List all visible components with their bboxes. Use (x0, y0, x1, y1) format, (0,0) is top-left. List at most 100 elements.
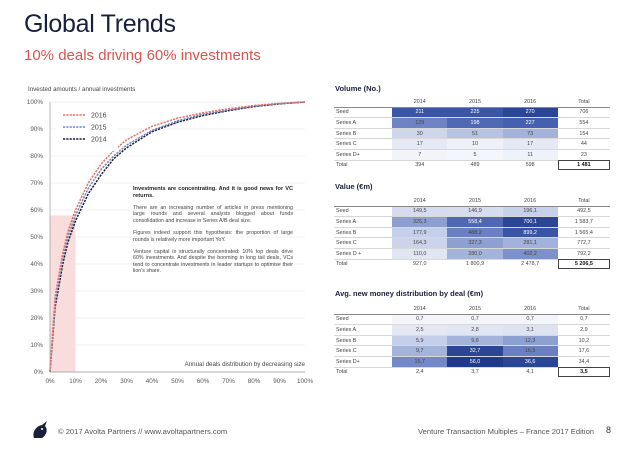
volume-table-title: Volume (No.) (335, 84, 381, 93)
heat-cell: 5 (447, 149, 503, 161)
x-tick-label: 100% (297, 378, 314, 385)
heat-cell: 227 (502, 117, 558, 129)
x-tick-label: 80% (248, 378, 261, 385)
annotation-paragraph-3: Venture capital is structurally concentr… (133, 248, 293, 275)
table-row: Series B 5,9 9,6 12,3 10,2 (334, 335, 610, 347)
row-label: Series B (334, 128, 393, 140)
table-row: Series B 30 51 73 154 (334, 128, 610, 140)
row-total-cell: 23 (557, 149, 610, 161)
y-tick-label: 30% (30, 288, 43, 295)
column-header (334, 196, 393, 207)
heat-cell: 164,3 (392, 237, 448, 249)
heat-cell: 488,2 (447, 227, 503, 239)
total-cell: 489 (447, 159, 503, 171)
x-axis-label: Annual deals distribution by decreasing … (185, 361, 306, 368)
avg-table: 2014 2015 2016 Total Seed 0,7 0,7 0,7 0,7 Series … (334, 304, 610, 378)
heat-cell: 15,7 (392, 356, 448, 368)
page-number: 8 (606, 425, 612, 435)
table-row: Seed 211 225 270 706 (334, 107, 610, 119)
table-row: Series A 325,3 558,4 700,1 1 583,7 (334, 216, 610, 228)
annotation-paragraph-1: There are an increasing number of articl… (133, 204, 293, 224)
heat-cell: 36,6 (502, 356, 558, 368)
series-line-2016 (49, 101, 306, 373)
heat-cell: 10 (447, 138, 503, 150)
row-label: Series D + (334, 248, 393, 260)
heat-cell: 280,0 (447, 248, 503, 260)
heat-cell: 146,9 (447, 206, 503, 218)
total-cell: 394 (392, 159, 448, 171)
column-header: 2014 (392, 196, 448, 207)
concentration-chart: Invested amounts / annual investments 0% 1… (27, 86, 314, 385)
total-label: Total (334, 159, 393, 171)
table-row: Series A 129 198 227 554 (334, 117, 610, 129)
heat-cell: 0,7 (392, 314, 448, 326)
row-total-cell: 2,9 (557, 324, 610, 336)
heat-cell: 2,8 (447, 324, 503, 336)
row-total-cell: 17,6 (557, 345, 610, 357)
legend-label-2014: 2014 (91, 136, 107, 143)
total-cell: 4,1 (502, 366, 558, 378)
row-label: Series A (334, 216, 393, 228)
heat-cell: 899,2 (502, 227, 558, 239)
legend-label-2015: 2015 (91, 124, 107, 131)
y-tick-label: 100% (27, 99, 44, 106)
heat-cell: 129 (392, 117, 448, 129)
heat-cell: 17 (392, 138, 448, 150)
heat-cell: 12,3 (502, 335, 558, 347)
table-row: Series C 9,7 32,7 16,5 17,6 (334, 345, 610, 357)
avg-table-title: Avg. new money distribution by deal (€m) (335, 289, 484, 298)
table-total-row: Total 2,4 3,7 4,1 3,5 (334, 366, 610, 378)
row-total-cell: 154 (557, 128, 610, 140)
row-total-cell: 792,2 (557, 248, 610, 260)
heat-cell: 9,7 (392, 345, 448, 357)
x-tick-label: 0% (45, 378, 55, 385)
heat-cell: 16,5 (502, 345, 558, 357)
heat-cell: 32,7 (447, 345, 503, 357)
column-header: Total (557, 196, 610, 207)
heat-cell: 327,3 (447, 237, 503, 249)
page-title: Global Trends (24, 10, 176, 38)
y-tick-label: 50% (30, 234, 43, 241)
legend-background (56, 107, 118, 151)
grand-total-cell: 3,5 (557, 366, 610, 378)
row-total-cell: 1 565,4 (557, 227, 610, 239)
table-row: Series D+ 15,7 56,0 36,6 34,4 (334, 356, 610, 368)
table-row: Series C 17 10 17 44 (334, 138, 610, 150)
row-total-cell: 1 583,7 (557, 216, 610, 228)
legend-label-2016: 2016 (91, 112, 107, 119)
column-header: 2015 (447, 304, 503, 315)
heat-cell: 0,7 (502, 314, 558, 326)
row-label: Seed (334, 314, 393, 326)
heat-cell: 56,0 (447, 356, 503, 368)
column-header (334, 97, 393, 108)
heat-cell: 17 (502, 138, 558, 150)
y-tick-label: 80% (30, 153, 43, 160)
row-total-cell: 492,5 (557, 206, 610, 218)
x-tick-label: 20% (95, 378, 108, 385)
heat-cell: 325,3 (392, 216, 448, 228)
heat-cell: 51 (447, 128, 503, 140)
y-tick-label: 70% (30, 180, 43, 187)
row-label: Series D+ (334, 149, 393, 161)
table-row: Series A 2,5 2,8 3,1 2,9 (334, 324, 610, 336)
total-cell: 2 478,7 (502, 258, 558, 270)
x-tick-label: 40% (146, 378, 159, 385)
total-label: Total (334, 366, 393, 378)
x-tick-label: 30% (120, 378, 133, 385)
column-header: 2015 (447, 97, 503, 108)
heat-cell: 198 (447, 117, 503, 129)
row-label: Series B (334, 335, 393, 347)
heat-cell: 149,5 (392, 206, 448, 218)
x-tick-label: 10% (69, 378, 82, 385)
y-tick-label: 20% (30, 315, 43, 322)
x-tick-label: 70% (222, 378, 235, 385)
chart-legend: 2016 2015 2014 (56, 107, 118, 151)
row-label: Series D+ (334, 356, 393, 368)
series-line-2015 (49, 101, 306, 373)
table-row: Series B 177,9 488,2 899,2 1 565,4 (334, 227, 610, 239)
heat-cell: 225 (447, 107, 503, 119)
value-table-title: Value (€m) (335, 182, 373, 191)
row-total-cell: 10,2 (557, 335, 610, 347)
table-row: Series D+ 7 5 11 23 (334, 149, 610, 161)
highlight-band (50, 215, 76, 372)
